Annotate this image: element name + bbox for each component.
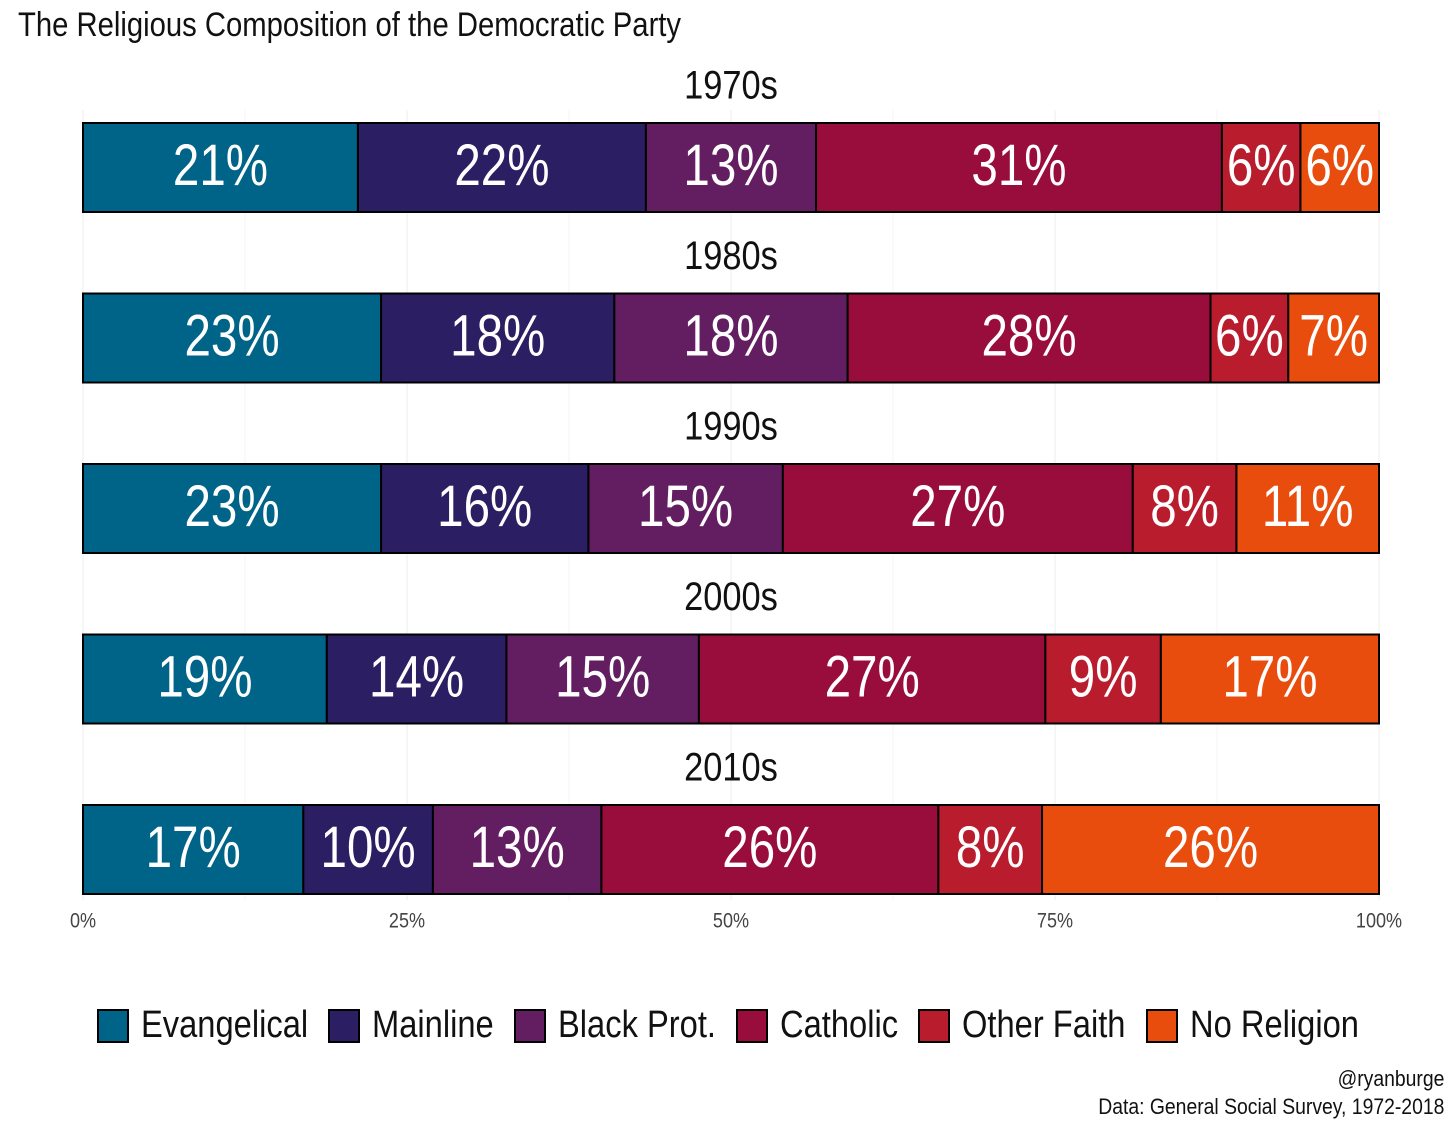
bar-row-2000s: 2000s 19% 14% 15% 27% 9% 17% [82,574,1380,725]
bar-data-label: 28% [982,304,1077,369]
bar-data-label: 15% [638,474,733,539]
legend-label: Evangelical [141,1004,309,1046]
bar-data-label: 22% [454,133,549,198]
bar-row-2010s: 2010s 17% 10% 13% 26% 8% 26% [82,744,1381,895]
bar-segment [505,633,700,725]
bar-segment [846,292,1212,384]
bar-data-label: 21% [173,133,268,198]
bar-data-label: 11% [1262,474,1354,539]
legend: Evangelical Mainline Black Prot. Catholic Ot… [0,1004,1456,1047]
bar-segment [937,804,1044,895]
bar-segment [1159,633,1380,725]
bar-data-label: 16% [437,474,532,539]
bar-data-label: 8% [1150,474,1219,539]
bar-data-label: 31% [971,133,1066,198]
bar-row-1980s: 1980s 23% 18% 18% 28% 6% 7% [82,233,1381,384]
bar-data-label: 7% [1299,304,1368,369]
bar-data-label: 17% [1222,645,1317,710]
legend-item: Mainline [328,1004,494,1047]
bar-data-label: 27% [825,645,920,710]
bar-data-label: 6% [1215,304,1284,369]
bar-segment [613,292,849,384]
bar-data-label: 10% [321,815,416,880]
legend-swatch [918,1008,951,1043]
legend-item: Evangelical [97,1004,308,1047]
bar-data-label: 6% [1227,133,1296,198]
chart-title: The Religious Composition of the Democra… [18,6,682,44]
bar-data-label: 18% [683,304,778,369]
legend-swatch [514,1008,547,1043]
legend-item: Catholic [736,1004,898,1047]
legend-swatch [97,1008,130,1043]
bar-data-label: 23% [184,304,279,369]
legend-label: Black Prot. [558,1004,717,1046]
bar-segment [82,122,359,213]
year-label: 2010s [684,744,778,789]
bar-data-label: 17% [146,815,241,880]
bar-data-label: 26% [1163,815,1258,880]
bar-data-label: 13% [683,133,778,198]
legend-swatch [736,1008,769,1043]
year-label: 1980s [684,233,778,278]
year-label: 1970s [684,62,778,107]
x-tick-label: 0% [70,909,96,933]
x-tick-label: 25% [389,909,425,933]
bar-segment [587,463,784,554]
bar-row-1990s: 1990s 23% 16% 15% 27% 8% 11% [82,403,1380,554]
bar-segment [82,292,383,384]
bar-segment [697,633,1047,725]
x-axis: 0% 25% 50% 75% 100% [70,909,1402,933]
bar-data-label: 18% [450,304,545,369]
bar-segment [1287,292,1381,384]
legend-item: Black Prot. [514,1004,716,1047]
bar-segment [1235,463,1380,554]
bar-segment [781,463,1134,554]
x-tick-label: 75% [1037,909,1073,933]
bar-segment [815,122,1223,213]
bar-data-label: 14% [369,645,464,710]
x-tick-label: 100% [1356,909,1402,933]
bar-segment [325,633,508,725]
bar-data-label: 9% [1069,645,1138,710]
legend-label: Other Faith [962,1004,1126,1046]
legend-item: No Religion [1145,1004,1359,1047]
source-caption: Data: General Social Survey, 1972-2018 [1097,1094,1444,1119]
bar-data-label: 13% [470,815,565,880]
bar-data-label: 8% [956,815,1025,880]
x-tick-label: 50% [713,909,749,933]
bar-data-label: 26% [722,815,817,880]
bar-segment [380,463,590,554]
bar-segment [431,804,603,895]
legend-swatch [1145,1008,1178,1043]
bar-data-label: 6% [1305,133,1374,198]
year-label: 2000s [684,574,778,619]
legend-item: Other Faith [918,1004,1126,1047]
bar-data-label: 15% [555,645,650,710]
bar-row-1970s: 1970s 21% 22% 13% 31% 6% 6% [82,62,1381,213]
bar-segment [644,122,818,213]
bar-segment [1131,463,1238,554]
legend-label: No Religion [1189,1004,1359,1046]
year-label: 1990s [684,403,778,448]
legend-label: Mainline [372,1004,495,1046]
legend-swatch [328,1008,361,1043]
bar-data-label: 23% [184,474,279,539]
bar-segment [1220,122,1302,213]
bar-segment [1299,122,1381,213]
bar-data-label: 27% [910,474,1005,539]
bar-segment [82,463,383,554]
bar-segment [302,804,434,895]
bar-segment [1209,292,1290,384]
bar-segment [1041,804,1381,895]
legend-label: Catholic [780,1004,899,1046]
bar-data-label: 19% [157,645,252,710]
author-handle: @ryanburge [1337,1066,1444,1091]
bar-segment [356,122,647,213]
